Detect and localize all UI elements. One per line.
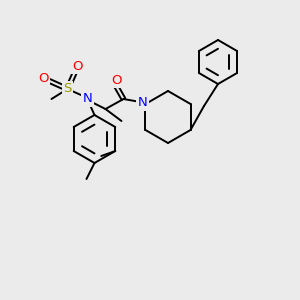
Text: N: N xyxy=(82,92,92,106)
Text: O: O xyxy=(111,74,122,86)
Text: N: N xyxy=(138,97,147,110)
Text: S: S xyxy=(63,82,72,95)
Text: O: O xyxy=(72,59,83,73)
Text: O: O xyxy=(38,73,49,85)
